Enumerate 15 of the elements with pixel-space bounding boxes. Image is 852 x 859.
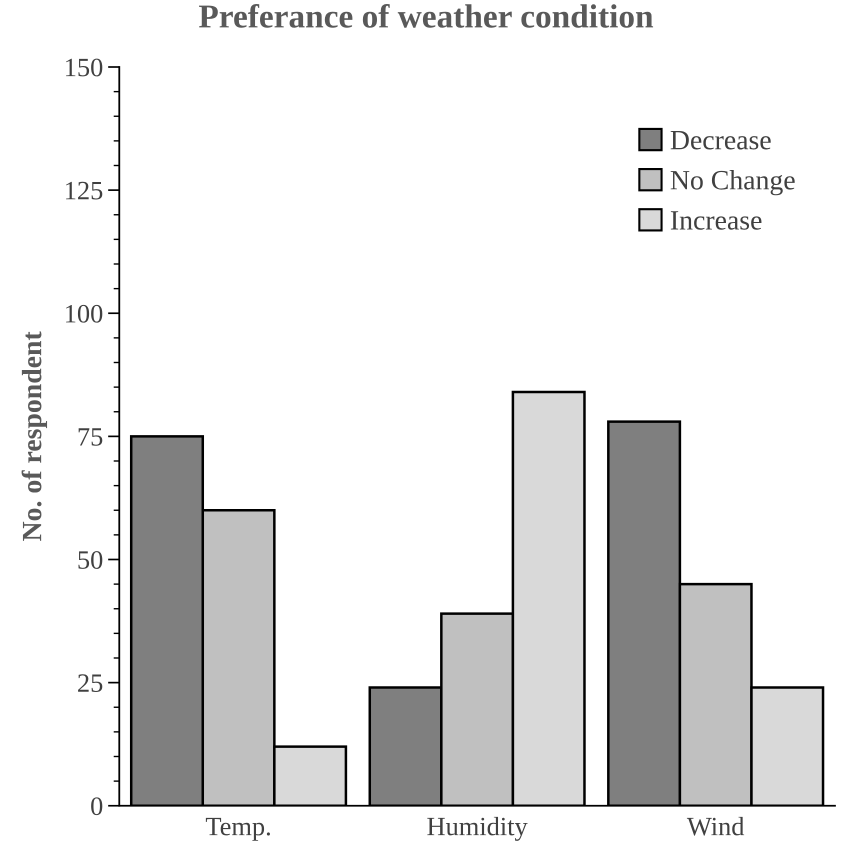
y-axis-title: No. of respondent (22, 331, 48, 541)
y-tick-label: 100 (66, 304, 102, 323)
x-tick-label: Temp. (206, 818, 270, 841)
y-tick-label: 125 (66, 182, 102, 200)
y-tick-label: 150 (66, 58, 102, 76)
y-tick-label: 0 (91, 797, 102, 816)
y-tick-label: 25 (78, 674, 102, 692)
y-tick-label: 50 (78, 551, 102, 569)
chart-title: Preferance of weather condition (198, 4, 654, 28)
x-tick-label: Wind (686, 816, 744, 836)
legend-label: Increase (670, 211, 762, 230)
y-tick-label: 75 (78, 428, 102, 446)
legend-label: Decrease (670, 131, 771, 150)
legend-label: No Change (670, 170, 795, 196)
x-tick-label: Humidity (427, 816, 528, 841)
